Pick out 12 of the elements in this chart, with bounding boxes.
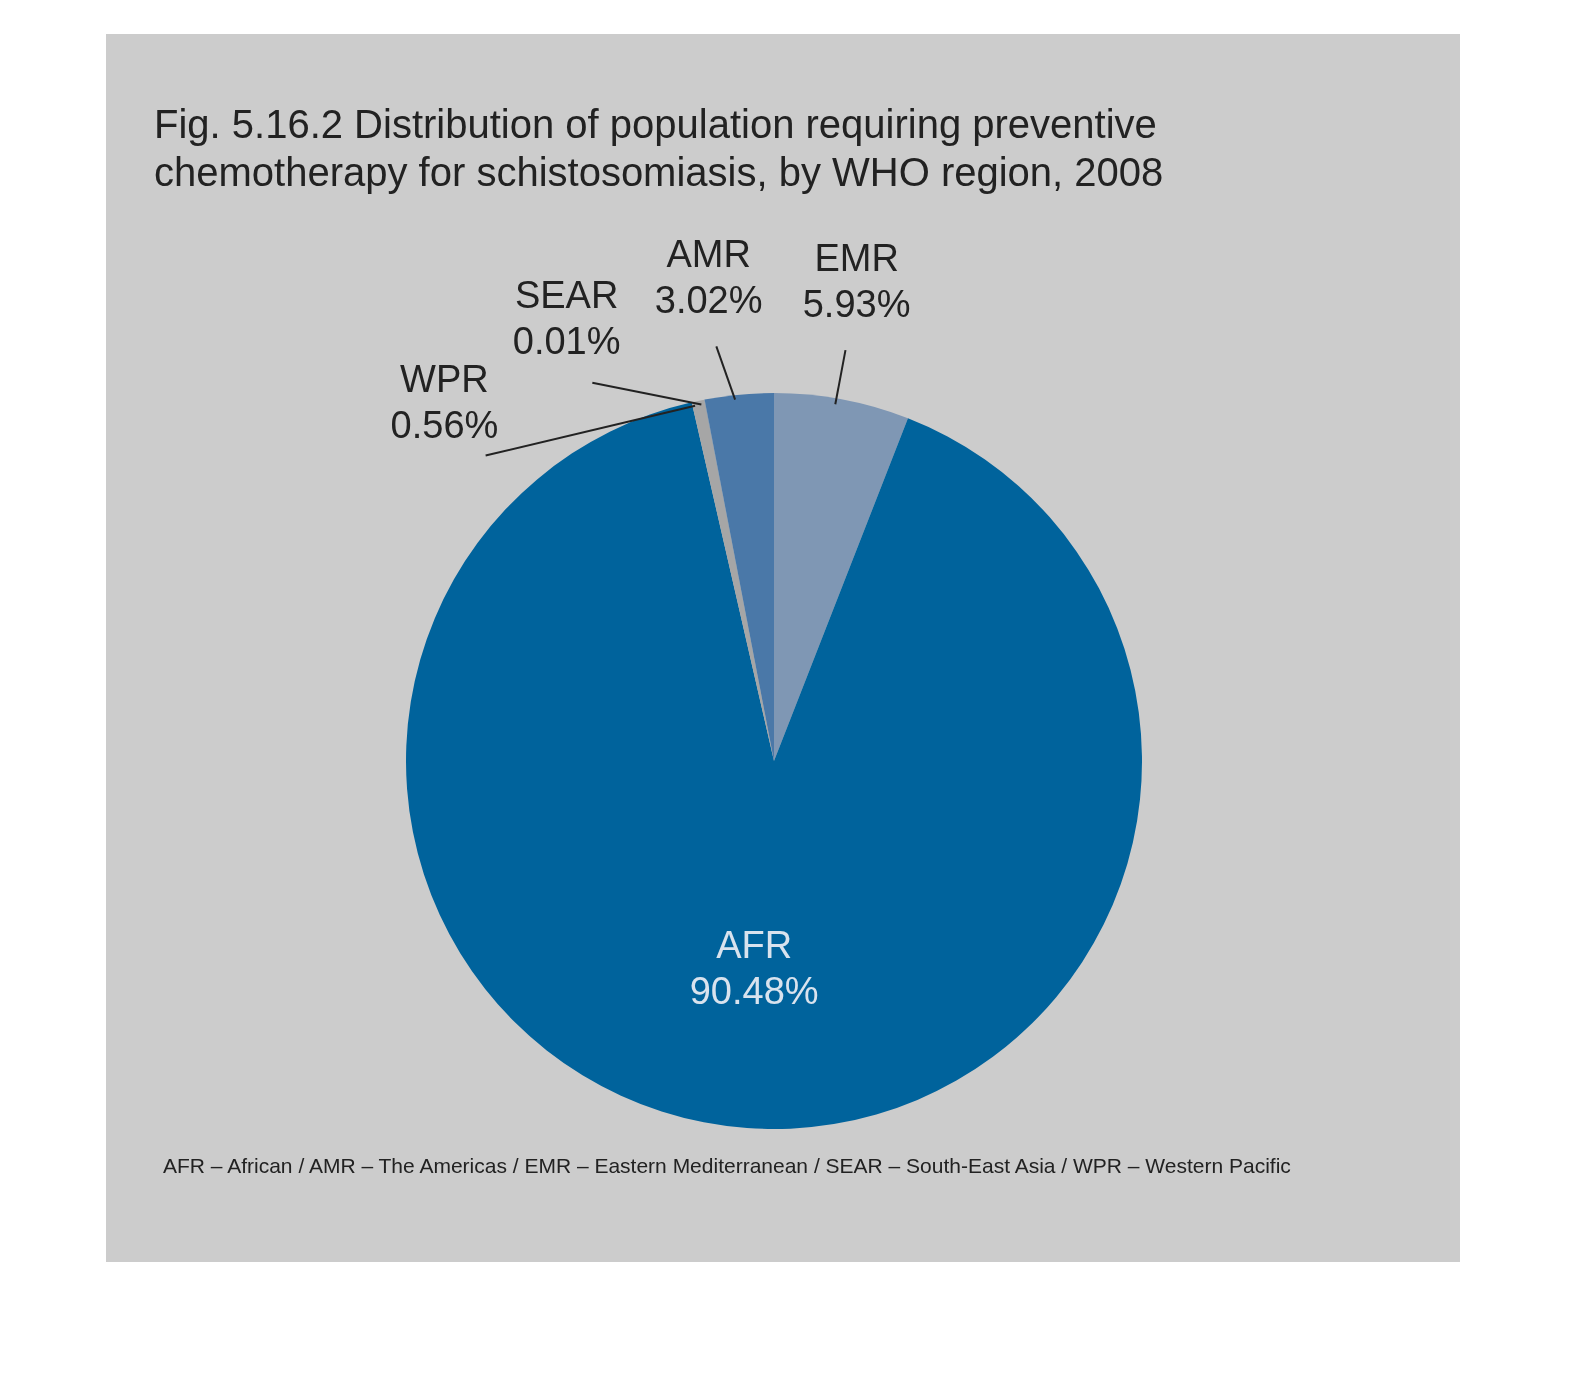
data-label: 3.02% <box>654 278 763 321</box>
slice-label: EMR <box>814 237 899 280</box>
data-label: 0.01% <box>512 320 621 363</box>
text: AFR – African / AMR – The Americas / EMR – Eastern Mediterranean / SEAR – South-East Asia / WPR – Western Pacific <box>163 1154 1291 1178</box>
slice-label: SEAR <box>514 274 619 317</box>
slice-label: AFR <box>716 923 793 966</box>
data-label: 0.56% <box>390 403 499 446</box>
data-label: 90.48% <box>689 969 819 1012</box>
chart-title: Fig. 5.16.2 Distribution of population requiring preventive chemotherapy for schistosomiasis, by WHO region, 2008 <box>154 101 1165 196</box>
slice-label: AMR <box>666 232 751 275</box>
slice-label: WPR <box>400 357 489 400</box>
data-label: 5.93% <box>802 283 911 326</box>
